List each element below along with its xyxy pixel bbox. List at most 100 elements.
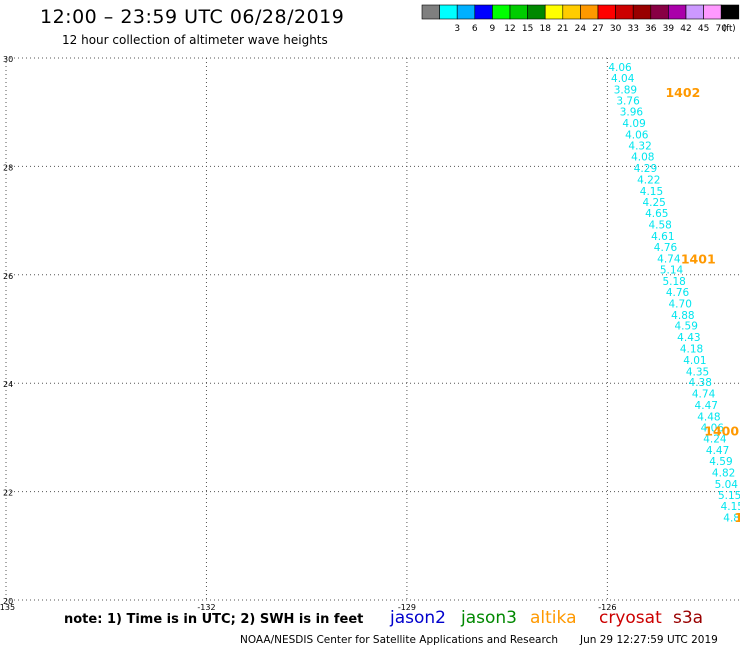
wave-height-point: 4.08 xyxy=(631,152,654,164)
wave-height-point: 4.15 xyxy=(640,186,663,198)
chart-subtitle: 12 hour collection of altimeter wave hei… xyxy=(62,33,328,47)
y-tick-label: 20 xyxy=(3,597,13,606)
colorbar-swatch xyxy=(580,4,599,20)
satellite-legend-jason2: jason2 xyxy=(390,608,446,628)
wave-height-point: 4.06 xyxy=(701,423,725,435)
colorbar-label: 21 xyxy=(557,24,568,34)
time-label: 1401 xyxy=(681,252,716,267)
colorbar-swatch xyxy=(720,4,740,20)
colorbar-swatch xyxy=(685,4,704,20)
satellite-legend-jason3: jason3 xyxy=(461,608,517,628)
wave-height-point: 4.82 xyxy=(712,468,735,480)
wave-height-point: 4.01 xyxy=(683,355,706,367)
colorbar-label: 45 xyxy=(698,24,709,34)
y-tick-label: 30 xyxy=(3,55,13,64)
wave-height-point: 4.47 xyxy=(706,445,729,457)
colorbar-label: 30 xyxy=(610,24,622,34)
time-label: 1400 xyxy=(704,423,739,438)
colorbar-swatch xyxy=(632,4,652,20)
colorbar-label: 3 xyxy=(454,24,460,34)
time-label: 1402 xyxy=(665,85,700,100)
wave-height-point: 4.35 xyxy=(686,366,709,378)
colorbar-label: 70 xyxy=(715,24,727,34)
x-tick-label: -126 xyxy=(598,603,616,612)
y-tick-label: 28 xyxy=(3,163,13,172)
wave-height-point: 4.74 xyxy=(692,388,716,400)
x-tick-label: -135 xyxy=(0,603,15,612)
wave-height-point: 4.70 xyxy=(669,299,692,311)
colorbar-label: 33 xyxy=(627,24,638,34)
colorbar-swatch xyxy=(615,4,634,20)
y-tick-label: 22 xyxy=(3,489,13,498)
wave-height-point: 4.29 xyxy=(634,163,657,175)
satellite-legend-cryosat: cryosat xyxy=(599,608,662,628)
wave-height-point: 3.89 xyxy=(614,84,637,96)
colorbar-label: 36 xyxy=(645,24,657,34)
wave-height-point: 4.58 xyxy=(648,219,671,231)
footer-note: note: 1) Time is in UTC; 2) SWH is in fe… xyxy=(64,612,364,627)
colorbar-swatch xyxy=(509,4,528,20)
wave-height-point: 4.15 xyxy=(721,501,740,513)
colorbar-swatch xyxy=(703,4,722,20)
wave-height-point: 3.96 xyxy=(620,107,644,119)
colorbar-swatch xyxy=(527,4,546,20)
y-tick-label: 24 xyxy=(3,380,13,389)
wave-height-point: 4.09 xyxy=(622,118,645,130)
wave-height-point: 4.76 xyxy=(654,242,678,254)
x-tick-label: -129 xyxy=(398,603,416,612)
colorbar-label: 9 xyxy=(490,24,496,34)
wave-height-point: 4.43 xyxy=(677,332,700,344)
colorbar-swatch xyxy=(668,4,687,20)
wave-height-point: 4.32 xyxy=(628,140,651,152)
wave-height-point: 4.59 xyxy=(709,456,732,468)
chart-title: 12:00 – 23:59 UTC 06/28/2019 xyxy=(40,6,345,28)
colorbar-swatch xyxy=(597,4,616,20)
wave-height-point: 4.48 xyxy=(697,411,720,423)
colorbar-swatch xyxy=(650,4,669,20)
colorbar-label: 18 xyxy=(539,24,551,34)
colorbar-label: 42 xyxy=(680,24,691,34)
wave-height-point: 5.15 xyxy=(718,490,740,502)
wave-height-point: 3.76 xyxy=(616,95,640,107)
wave-height-point: 4.18 xyxy=(680,344,703,356)
colorbar-swatch xyxy=(562,4,581,20)
wave-height-point: 4.38 xyxy=(689,377,712,389)
colorbar-label: 12 xyxy=(504,24,515,34)
wave-height-point: 4.76 xyxy=(666,287,690,299)
colorbar-swatch xyxy=(474,4,493,20)
wave-height-point: 4.88 xyxy=(671,310,694,322)
wave-height-point: 4.47 xyxy=(695,400,718,412)
satellite-legend-s3a: s3a xyxy=(673,608,704,628)
wave-height-point: 4.59 xyxy=(675,321,698,333)
wave-height-point: 4.65 xyxy=(645,208,668,220)
wave-height-point: 4.61 xyxy=(651,231,674,243)
colorbar-label: 15 xyxy=(522,24,533,34)
wave-height-point: 4.25 xyxy=(642,197,665,209)
footer-credit: NOAA/NESDIS Center for Satellite Applica… xyxy=(240,634,558,646)
colorbar-label: 24 xyxy=(575,24,587,34)
satellite-legend-altika: altika xyxy=(530,608,577,628)
wave-height-point: 5.04 xyxy=(715,479,739,491)
wave-height-point: 4.22 xyxy=(637,174,660,186)
colorbar-swatch xyxy=(492,4,511,20)
y-tick-label: 26 xyxy=(3,272,13,281)
colorbar-swatch xyxy=(421,4,440,20)
colorbar-label: 27 xyxy=(592,24,603,34)
time-label: 1359 xyxy=(734,510,740,525)
wave-height-point: 4.06 xyxy=(608,62,632,74)
wave-height-point: 4.74 xyxy=(657,254,681,266)
colorbar-swatch xyxy=(456,4,476,20)
footer-timestamp: Jun 29 12:27:59 UTC 2019 xyxy=(580,634,718,646)
wave-height-point: 4.04 xyxy=(611,73,635,85)
colorbar-label: 39 xyxy=(663,24,675,34)
colorbar-unit: (ft) xyxy=(723,24,736,34)
wave-height-point: 4.06 xyxy=(625,129,649,141)
x-tick-label: -132 xyxy=(197,603,215,612)
colorbar-swatch xyxy=(439,4,458,20)
colorbar-swatch xyxy=(544,4,564,20)
wave-height-point: 4.86 xyxy=(723,513,740,525)
wave-height-point: 5.14 xyxy=(660,264,684,276)
wave-height-point: 5.18 xyxy=(662,276,685,288)
colorbar-label: 6 xyxy=(472,24,478,34)
